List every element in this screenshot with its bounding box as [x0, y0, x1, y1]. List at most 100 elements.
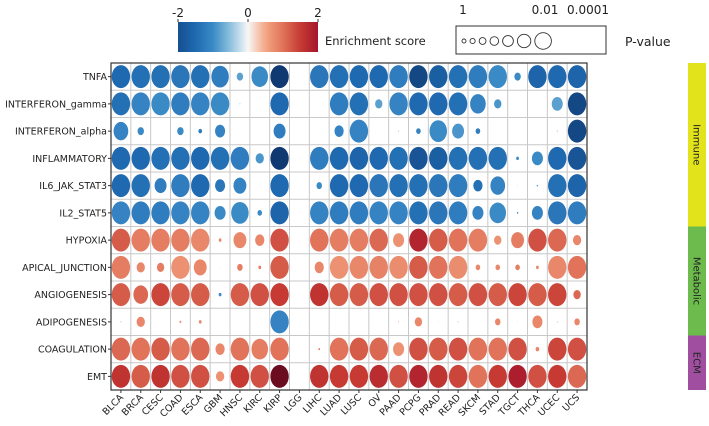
group-label: ECM [691, 352, 702, 374]
bubble [409, 146, 428, 170]
bubble [111, 201, 131, 225]
bubble [171, 283, 190, 307]
bubble [310, 228, 329, 252]
bubble [389, 92, 408, 116]
bubble [567, 201, 587, 225]
bubble [120, 321, 122, 323]
row-label: IL2_STAT5 [59, 208, 107, 219]
bubble [211, 65, 229, 88]
size-legend-circle [489, 36, 500, 46]
bubble [488, 146, 507, 170]
bubble [329, 364, 349, 388]
bubble [310, 283, 329, 307]
bubble [233, 177, 247, 194]
bubble [448, 364, 468, 388]
bubble [329, 174, 349, 198]
bubble [219, 267, 221, 268]
column-label: LUAD [318, 392, 344, 418]
bubble [236, 72, 244, 81]
bubble [230, 283, 250, 307]
row-label: ADIPOGENESIS [36, 317, 107, 328]
bubble [536, 265, 539, 270]
bubble [556, 130, 558, 132]
bubble [299, 212, 300, 214]
group-label: Immune [691, 124, 702, 165]
bubble [329, 283, 349, 307]
bubble [389, 65, 408, 89]
bubble [369, 283, 388, 307]
row-label: INTERFERON_gamma [5, 99, 107, 110]
bubble [131, 337, 150, 361]
bubble [171, 364, 190, 388]
colorbar-title: Enrichment score [325, 34, 426, 48]
bubble [536, 184, 539, 187]
bubble [349, 92, 369, 116]
bubble [133, 285, 149, 304]
size-legend-label: 0.01 [532, 3, 559, 17]
bubble [567, 146, 587, 170]
bubble [567, 65, 587, 89]
bubble [475, 264, 481, 271]
column-label: TGCT [496, 392, 523, 419]
bubble [250, 283, 269, 307]
bubble [191, 228, 210, 252]
bubble [191, 201, 210, 225]
bubble [316, 182, 323, 190]
bubble [567, 174, 587, 198]
bubble [270, 364, 289, 388]
row-label: INTERFERON_alpha [15, 127, 107, 138]
bubble [198, 128, 203, 134]
bubble [171, 337, 190, 361]
bubble [111, 337, 131, 361]
bubble [429, 120, 447, 143]
bubble [437, 321, 439, 323]
bubble [548, 65, 567, 89]
bubble [231, 201, 249, 224]
column-label: UCS [561, 392, 583, 414]
colorbar-tick-label: -2 [172, 6, 184, 20]
bubble [556, 321, 558, 323]
bubble [488, 65, 507, 89]
bubble [409, 174, 428, 198]
bubble [257, 209, 263, 216]
bubble [429, 92, 448, 116]
bubble [409, 65, 428, 89]
bubble [574, 318, 580, 326]
bubble [429, 283, 448, 307]
bubble [473, 179, 483, 192]
bubble [270, 201, 289, 225]
bubble [171, 65, 190, 89]
bubble [468, 228, 488, 252]
bubble [151, 283, 170, 307]
bubble [273, 123, 286, 139]
bubble [349, 146, 369, 170]
bubble [468, 337, 488, 361]
bubble [475, 128, 481, 135]
bubble [393, 233, 405, 248]
colorbar-tick-label: 2 [314, 6, 322, 20]
bubble [329, 201, 349, 225]
bubble [429, 228, 448, 252]
bubble [255, 234, 265, 246]
bubble [177, 127, 184, 136]
bubble [237, 263, 243, 271]
bubble [389, 201, 408, 225]
bubble [131, 146, 150, 170]
bubble [191, 283, 210, 307]
row-label: COAGULATION [38, 345, 107, 356]
bubble [258, 265, 262, 270]
bubble [270, 310, 289, 334]
bubble [113, 121, 129, 141]
bubble [318, 347, 321, 351]
bubble [151, 337, 170, 361]
bubble [191, 146, 210, 170]
bubble [329, 65, 349, 89]
bubble [508, 283, 527, 307]
bubble [349, 283, 369, 307]
bubble [414, 317, 423, 327]
column-label: LGG [283, 392, 305, 414]
bubble [369, 228, 388, 252]
row-label: TNFA [82, 72, 108, 83]
bubble [488, 337, 507, 361]
